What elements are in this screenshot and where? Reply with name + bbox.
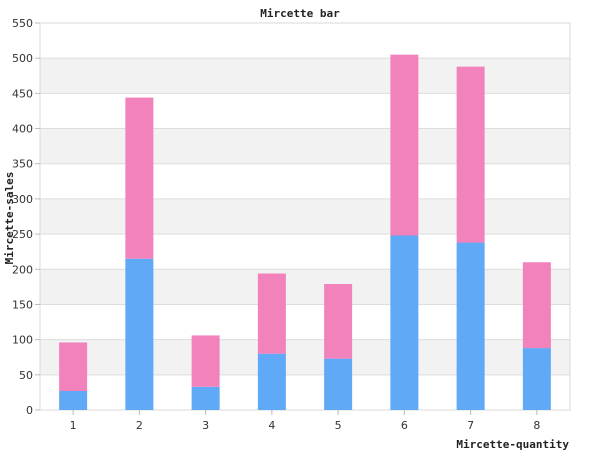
bar-series2-6 bbox=[390, 54, 419, 236]
y-tick-label: 200 bbox=[12, 263, 33, 276]
bar-series1-3 bbox=[191, 386, 220, 410]
x-tick-label: 6 bbox=[401, 419, 408, 432]
plot-border bbox=[39, 22, 571, 411]
x-axis-label: Mircette-quantity bbox=[456, 438, 569, 450]
bar-series1-5 bbox=[324, 358, 353, 410]
plot-band bbox=[40, 374, 570, 410]
x-tick-label: 8 bbox=[533, 419, 540, 432]
bar-series bbox=[59, 54, 551, 410]
bar-series2-3 bbox=[191, 335, 220, 387]
plot-band bbox=[40, 58, 570, 94]
y-tick-label: 550 bbox=[12, 17, 33, 30]
y-tick-label: 300 bbox=[12, 193, 33, 206]
bar-series1-8 bbox=[522, 348, 551, 410]
plot-band bbox=[40, 339, 570, 375]
bar-series2-4 bbox=[257, 273, 286, 354]
y-tick-label: 250 bbox=[12, 228, 33, 241]
x-tick-label: 4 bbox=[268, 419, 275, 432]
y-tick-label: 0 bbox=[26, 404, 33, 417]
bar-series2-1 bbox=[59, 342, 88, 392]
plot-band bbox=[40, 198, 570, 235]
y-tick-label: 450 bbox=[12, 87, 33, 100]
bar-series2-5 bbox=[324, 284, 353, 359]
x-tick-label: 3 bbox=[202, 419, 209, 432]
plot-band bbox=[40, 269, 570, 305]
y-tick-label: 50 bbox=[19, 369, 33, 382]
bar-series1-2 bbox=[125, 258, 154, 410]
y-tick-label: 100 bbox=[12, 334, 33, 347]
y-tick-label: 150 bbox=[12, 298, 33, 311]
x-tick-label: 5 bbox=[335, 419, 342, 432]
bar-series2-2 bbox=[125, 97, 154, 259]
x-tick-label: 1 bbox=[70, 419, 77, 432]
bar-series1-6 bbox=[390, 235, 419, 410]
plot-band bbox=[40, 128, 570, 164]
bar-series2-8 bbox=[522, 262, 551, 349]
bar-series2-7 bbox=[456, 66, 485, 243]
plot-background bbox=[39, 22, 571, 411]
plot-band bbox=[40, 23, 570, 59]
x-tick-label: 7 bbox=[467, 419, 474, 432]
plot-band bbox=[40, 234, 570, 270]
plot-band bbox=[40, 93, 570, 129]
y-tick-label: 350 bbox=[12, 158, 33, 171]
y-axis-ticks: 0 50 100 150 200 250 300 350 400 450 500 550 bbox=[12, 17, 40, 417]
plot-band bbox=[40, 304, 570, 340]
y-tick-label: 400 bbox=[12, 123, 33, 136]
plot-band bbox=[40, 163, 570, 199]
y-axis-label: Mircette-sales bbox=[3, 172, 16, 265]
chart-title: Mircette bar bbox=[260, 7, 340, 20]
bar-series1-7 bbox=[456, 242, 485, 410]
bar-series1-4 bbox=[257, 353, 286, 410]
x-axis-ticks: 1 2 3 4 5 6 7 8 bbox=[70, 410, 540, 432]
bar-series1-1 bbox=[59, 391, 88, 410]
x-tick-label: 2 bbox=[136, 419, 143, 432]
y-tick-label: 500 bbox=[12, 52, 33, 65]
